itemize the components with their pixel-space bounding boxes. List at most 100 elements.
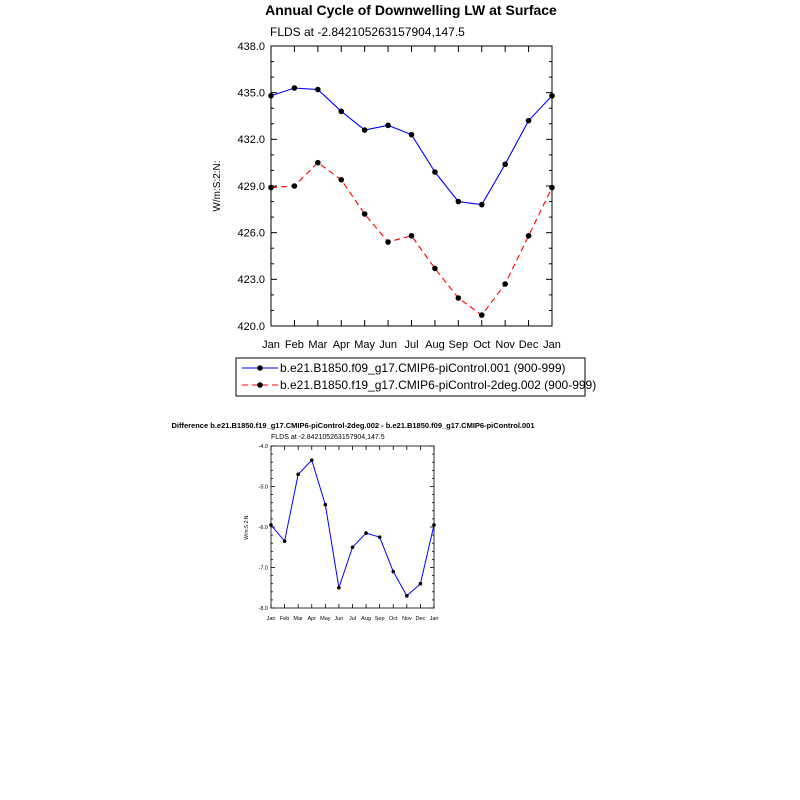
series-1-point <box>455 295 462 301</box>
x-tick-label: Dec <box>519 339 539 351</box>
legend-swatch-marker <box>257 382 263 388</box>
x-tick-label: Feb <box>280 616 289 622</box>
legend-label-1: b.e21.B1850.f19_g17.CMIP6-piControl-2deg… <box>280 378 596 392</box>
x-tick-label: May <box>320 616 331 622</box>
y-tick-label: -6.0 <box>259 525 268 531</box>
series-0-point <box>323 502 328 507</box>
x-tick-label: Sep <box>449 339 469 351</box>
series-0-point <box>432 169 438 175</box>
x-tick-label: Jan <box>262 339 280 351</box>
series-0-point <box>385 122 391 129</box>
series-0-point <box>350 545 355 550</box>
y-tick-label: 435.0 <box>237 88 265 100</box>
x-tick-label: Jul <box>404 339 418 351</box>
y-tick-label: -4.0 <box>259 444 268 450</box>
series-0-point <box>432 523 436 527</box>
series-1-point <box>315 159 321 166</box>
series-0-point <box>296 472 300 477</box>
series-1-point <box>385 239 391 245</box>
series-0-point <box>502 161 508 168</box>
series-line-1 <box>270 161 553 316</box>
series-1-point <box>502 281 508 287</box>
x-tick-label: Aug <box>361 616 371 622</box>
series-1-point <box>361 211 368 217</box>
x-tick-label: Apr <box>307 616 316 622</box>
series-1-point <box>549 184 555 191</box>
x-tick-label: Jan <box>543 339 561 351</box>
x-tick-label: Nov <box>495 339 515 351</box>
plot-frame <box>270 445 435 609</box>
x-tick-label: Jan <box>430 616 439 622</box>
series-0-point <box>282 539 287 543</box>
x-tick-label: Jun <box>334 616 343 622</box>
y-tick-label: 438.0 <box>237 41 265 53</box>
y-axis-label: W/m:S:2:N: <box>212 160 223 211</box>
x-tick-label: May <box>354 339 375 351</box>
series-0-point <box>408 131 415 138</box>
series-1-point <box>432 265 438 272</box>
series-1-point <box>338 176 345 183</box>
series-1-point <box>408 232 415 239</box>
series-0-point <box>337 585 341 590</box>
x-tick-label: Jan <box>267 616 276 622</box>
chart-subtitle: FLDS at -2.842105263157904,147.5 <box>271 434 385 441</box>
x-tick-label: Aug <box>425 339 445 351</box>
legend-entry-1: b.e21.B1850.f19_g17.CMIP6-piControl-2deg… <box>242 378 596 392</box>
series-0-point <box>405 594 409 598</box>
legend-box <box>235 357 586 397</box>
legend-label-0: b.e21.B1850.f09_g17.CMIP6-piControl.001 … <box>280 361 566 375</box>
series-0-point <box>525 117 532 124</box>
y-axis-label: W/m:S:2:N: <box>244 514 250 540</box>
plot-area: -8.0 -7.0 -6.0 -5.0 -4.0 Jan Feb Mar Apr May Jun Ju… <box>259 444 439 622</box>
series-0-point <box>361 127 368 133</box>
series-line-0 <box>270 459 435 597</box>
series-1-point <box>291 183 298 189</box>
series-0-point <box>478 201 485 208</box>
series-0-point <box>377 535 382 539</box>
y-tick-label: -8.0 <box>259 606 268 612</box>
series-1-point <box>268 184 274 191</box>
series-0-point <box>338 108 345 115</box>
x-tick-label: Oct <box>389 616 398 622</box>
x-tick-label: Feb <box>285 339 304 351</box>
y-tick-label: -5.0 <box>259 484 268 490</box>
x-tick-label: Mar <box>293 616 303 622</box>
x-tick-label: Mar <box>308 339 327 351</box>
x-tick-label: Oct <box>473 339 490 351</box>
y-tick-label: 423.0 <box>237 274 265 286</box>
x-tick-label: Jun <box>379 339 397 351</box>
x-tick-label: Nov <box>402 616 412 622</box>
series-0-point <box>418 581 423 586</box>
y-tick-label: 420.0 <box>237 321 265 333</box>
chart-title: Annual Cycle of Downwelling LW at Surfac… <box>265 2 557 18</box>
series-0-point <box>315 86 321 93</box>
legend-entry-0: b.e21.B1850.f09_g17.CMIP6-piControl.001 … <box>242 361 566 375</box>
annual-cycle-chart: Annual Cycle of Downwelling LW at Surfac… <box>212 2 596 397</box>
series-1-point <box>478 312 485 318</box>
series-0-point <box>269 523 273 527</box>
legend: b.e21.B1850.f09_g17.CMIP6-piControl.001 … <box>235 357 596 397</box>
series-0-point <box>268 92 274 99</box>
series-0-point <box>364 531 368 535</box>
y-tick-label: 429.0 <box>237 181 265 193</box>
x-tick-label: Sep <box>375 616 385 622</box>
series-0-point <box>291 85 298 91</box>
series-0-point <box>455 198 462 205</box>
series-0-point <box>391 569 396 574</box>
plot-area: 420.0 423.0 426.0 429.0 432.0 435.0 438.0 Jan Fe… <box>237 41 560 351</box>
y-tick-label: 432.0 <box>237 134 265 146</box>
x-tick-label: Jul <box>349 616 356 622</box>
series-0-point <box>309 458 314 462</box>
series-0-point <box>549 92 555 99</box>
x-tick-label: Apr <box>333 339 350 351</box>
x-tick-label: Dec <box>416 616 426 622</box>
series-line-0 <box>270 87 553 206</box>
legend-swatch-marker <box>257 365 263 371</box>
chart-title: Difference b.e21.B1850.f19_g17.CMIP6-piC… <box>171 421 534 430</box>
series-1-point <box>525 232 532 239</box>
y-tick-label: 426.0 <box>237 228 265 240</box>
y-tick-label: -7.0 <box>259 565 268 571</box>
chart-subtitle: FLDS at -2.842105263157904,147.5 <box>270 25 465 39</box>
plot-frame <box>270 45 553 327</box>
